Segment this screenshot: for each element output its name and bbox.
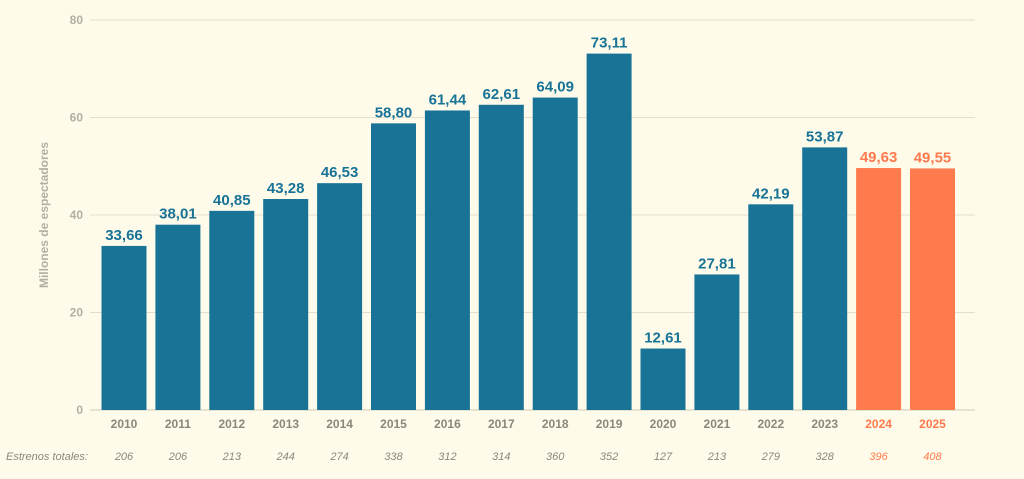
x-tick-label: 2017 bbox=[488, 417, 515, 431]
bar-value-label: 64,09 bbox=[536, 79, 574, 96]
x-axis: 2010 2011 2012 2013 2014 2015 2016 2017 2018 2019… bbox=[111, 417, 947, 431]
bar-2010 bbox=[101, 245, 147, 410]
estrenos-value: 328 bbox=[816, 451, 835, 463]
x-tick-label: 2013 bbox=[272, 417, 299, 431]
estrenos-value: 279 bbox=[761, 451, 780, 463]
estrenos-row: 206 206 213 244 274 338 312 314 360 352 127 213 279 3… bbox=[114, 451, 943, 463]
estrenos-value: 213 bbox=[707, 451, 727, 463]
bar-2020 bbox=[640, 348, 686, 410]
y-tick-label: 40 bbox=[70, 208, 84, 222]
estrenos-value: 206 bbox=[168, 451, 188, 463]
bar-2013 bbox=[263, 199, 309, 410]
bar-value-label: 40,85 bbox=[213, 192, 251, 209]
bar-value-label: 61,44 bbox=[429, 91, 467, 108]
estrenos-value: 127 bbox=[654, 451, 673, 463]
estrenos-value: 244 bbox=[276, 451, 295, 463]
y-axis: 0 20 40 60 80 bbox=[70, 13, 84, 417]
estrenos-value: 314 bbox=[492, 451, 510, 463]
bar-2014 bbox=[317, 183, 363, 410]
estrenos-title: Estrenos totales: bbox=[6, 451, 88, 463]
bar-value-label: 42,19 bbox=[752, 185, 790, 202]
estrenos-value: 360 bbox=[546, 451, 565, 463]
bar-value-label: 73,11 bbox=[591, 35, 628, 52]
x-tick-label: 2015 bbox=[380, 417, 407, 431]
x-tick-label: 2018 bbox=[542, 417, 569, 431]
bar-2016 bbox=[424, 110, 470, 410]
x-tick-label: 2019 bbox=[596, 417, 623, 431]
bar-value-label: 33,66 bbox=[105, 227, 143, 244]
x-tick-label: 2012 bbox=[218, 417, 245, 431]
estrenos-value: 274 bbox=[329, 451, 348, 463]
x-tick-label: 2011 bbox=[165, 417, 191, 431]
bar-2012 bbox=[209, 210, 255, 410]
estrenos-value: 206 bbox=[114, 451, 134, 463]
bar-value-label: 53,87 bbox=[806, 128, 844, 145]
bar-2023 bbox=[802, 147, 848, 411]
y-axis-label: Millones de espectadores bbox=[37, 142, 51, 288]
bar-2017 bbox=[478, 104, 524, 411]
bar-value-label: 49,63 bbox=[860, 149, 898, 166]
bar-value-label: 27,81 bbox=[698, 255, 736, 272]
bar-value-label: 12,61 bbox=[644, 330, 682, 347]
bar-value-label: 43,28 bbox=[267, 180, 305, 197]
bar-value-label: 62,61 bbox=[483, 86, 521, 103]
bar-value-label: 49,55 bbox=[914, 149, 952, 166]
estrenos-value: 352 bbox=[600, 451, 618, 463]
bar-value-label: 38,01 bbox=[159, 206, 197, 223]
bar-2018 bbox=[532, 97, 578, 410]
bar-value-label: 46,53 bbox=[321, 164, 359, 181]
estrenos-value: 396 bbox=[869, 451, 888, 463]
bars: 33,66 38,01 40,85 43,28 46,53 58,80 61,44 62,61… bbox=[101, 35, 955, 411]
bar-2021 bbox=[694, 274, 740, 410]
estrenos-value: 408 bbox=[923, 451, 942, 463]
x-tick-label: 2016 bbox=[434, 417, 461, 431]
bar-2015 bbox=[371, 123, 416, 410]
bar-2019 bbox=[586, 53, 632, 411]
x-tick-label: 2023 bbox=[811, 417, 838, 431]
y-tick-label: 80 bbox=[70, 13, 84, 27]
x-tick-label: 2021 bbox=[704, 417, 731, 431]
bar-2022 bbox=[748, 204, 794, 410]
x-tick-label: 2014 bbox=[326, 417, 353, 431]
estrenos-value: 338 bbox=[384, 451, 403, 463]
bar-2024 bbox=[856, 168, 902, 410]
bar-2025 bbox=[910, 168, 955, 410]
y-tick-label: 20 bbox=[70, 306, 84, 320]
x-tick-label: 2010 bbox=[111, 417, 138, 431]
x-tick-label: 2022 bbox=[757, 417, 784, 431]
y-tick-label: 0 bbox=[76, 403, 83, 417]
bar-2011 bbox=[155, 224, 201, 410]
x-tick-label: 2020 bbox=[650, 417, 677, 431]
bar-value-label: 58,80 bbox=[375, 104, 413, 121]
x-tick-label: 2024 bbox=[865, 417, 892, 431]
estrenos-value: 213 bbox=[222, 451, 242, 463]
estrenos-value: 312 bbox=[438, 451, 456, 463]
y-tick-label: 60 bbox=[70, 111, 84, 125]
x-tick-label: 2025 bbox=[919, 417, 946, 431]
